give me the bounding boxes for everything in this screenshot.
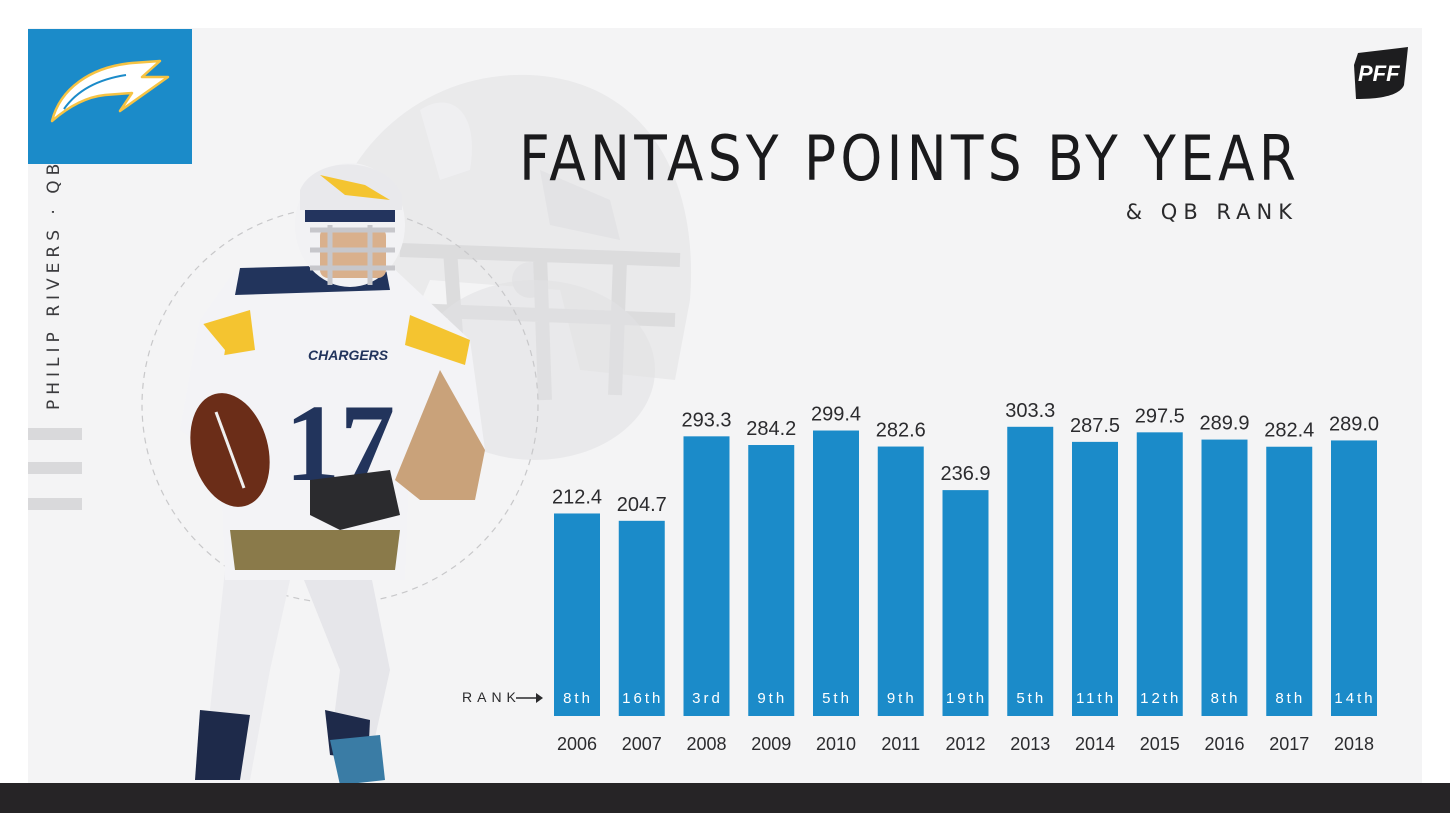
value-label-2013: 303.3 bbox=[1005, 400, 1055, 422]
bar-2015 bbox=[1136, 432, 1183, 716]
value-label-2010: 299.4 bbox=[811, 404, 861, 426]
rank-row-label: RANK bbox=[462, 689, 521, 705]
value-label-2009: 284.2 bbox=[746, 418, 796, 440]
bar-2008 bbox=[683, 436, 730, 716]
year-label-2015: 2015 bbox=[1140, 734, 1180, 754]
bar-2018 bbox=[1331, 440, 1377, 716]
rank-label-2015: 12th bbox=[1140, 690, 1181, 707]
bar-2013 bbox=[1007, 426, 1054, 716]
svg-text:CHARGERS: CHARGERS bbox=[308, 347, 389, 363]
year-label-2006: 2006 bbox=[557, 734, 597, 754]
year-label-2017: 2017 bbox=[1269, 734, 1309, 754]
chart-subtitle: & QB RANK bbox=[1125, 200, 1298, 224]
year-label-2016: 2016 bbox=[1204, 734, 1244, 754]
rank-label-2009: 9th bbox=[757, 690, 787, 707]
bar-2011 bbox=[877, 446, 924, 716]
bar-2016 bbox=[1201, 439, 1248, 716]
footer-bar bbox=[0, 783, 1450, 813]
bar-2012 bbox=[942, 490, 989, 716]
arrow-right-icon bbox=[516, 693, 543, 703]
year-label-2014: 2014 bbox=[1075, 734, 1115, 754]
bar-2007 bbox=[618, 520, 665, 716]
bar-2014 bbox=[1072, 441, 1118, 716]
rank-label-2018: 14th bbox=[1334, 690, 1375, 707]
value-label-2012: 236.9 bbox=[940, 463, 990, 485]
chargers-bolt-icon bbox=[50, 59, 170, 123]
chart-title: FANTASY POINTS BY YEAR bbox=[518, 122, 1300, 195]
year-label-2013: 2013 bbox=[1010, 734, 1050, 754]
rank-label-2010: 5th bbox=[822, 690, 852, 707]
rank-label-2011: 9th bbox=[887, 690, 917, 707]
rank-label-2007: 16th bbox=[622, 690, 663, 707]
pff-logo-text: PFF bbox=[1358, 61, 1400, 86]
value-label-2008: 293.3 bbox=[681, 409, 731, 431]
value-label-2017: 282.4 bbox=[1264, 420, 1314, 442]
value-label-2006: 212.4 bbox=[552, 486, 602, 508]
pff-logo: PFF bbox=[1354, 47, 1408, 99]
year-label-2018: 2018 bbox=[1334, 734, 1374, 754]
bar-2010 bbox=[813, 430, 859, 716]
rank-label-2006: 8th bbox=[563, 690, 593, 707]
year-label-2007: 2007 bbox=[622, 734, 662, 754]
value-label-2016: 289.9 bbox=[1199, 413, 1249, 435]
rank-label-2012: 19th bbox=[946, 690, 987, 707]
decorative-bar bbox=[28, 428, 82, 440]
year-label-2011: 2011 bbox=[881, 734, 920, 754]
rank-label-2016: 8th bbox=[1211, 690, 1241, 707]
value-label-2015: 297.5 bbox=[1135, 405, 1185, 427]
rank-label-2008: 3rd bbox=[692, 690, 723, 707]
player-illustration: 17 CHARGERS bbox=[180, 163, 485, 785]
rank-label-2017: 8th bbox=[1275, 690, 1305, 707]
decorative-bar bbox=[28, 498, 82, 510]
year-label-2012: 2012 bbox=[945, 734, 985, 754]
team-logo-box bbox=[28, 29, 192, 164]
bar-2009 bbox=[748, 445, 795, 716]
bar-2006 bbox=[554, 513, 600, 716]
value-label-2018: 289.0 bbox=[1329, 413, 1379, 435]
year-label-2008: 2008 bbox=[686, 734, 726, 754]
bar-2017 bbox=[1266, 446, 1313, 716]
value-label-2014: 287.5 bbox=[1070, 415, 1120, 437]
decorative-bar bbox=[28, 462, 82, 474]
year-label-2009: 2009 bbox=[751, 734, 791, 754]
year-label-2010: 2010 bbox=[816, 734, 856, 754]
value-label-2011: 282.6 bbox=[876, 420, 926, 442]
rank-label-2014: 11th bbox=[1076, 690, 1116, 707]
value-label-2007: 204.7 bbox=[617, 494, 667, 516]
rank-label-2013: 5th bbox=[1016, 690, 1046, 707]
